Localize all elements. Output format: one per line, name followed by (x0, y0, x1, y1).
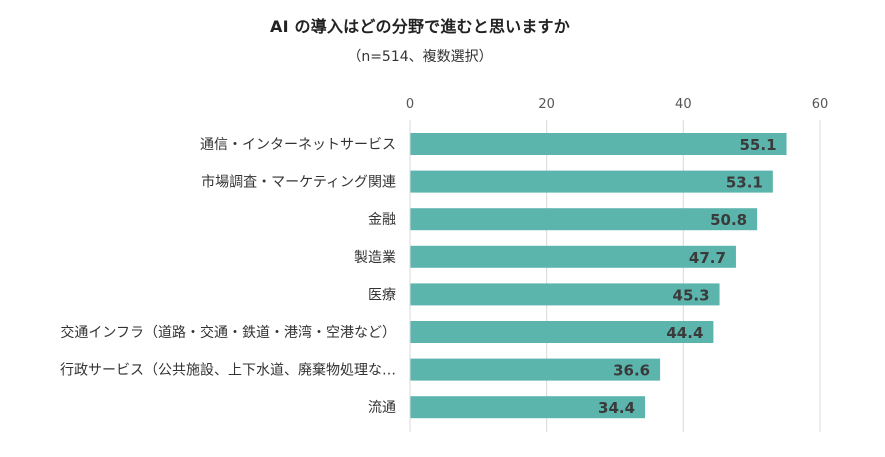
data-label-8: 34.4 (598, 399, 635, 417)
bar-3 (410, 208, 758, 231)
data-label-7: 36.6 (613, 362, 650, 380)
category-label-1: 通信・インターネットサービス (200, 137, 396, 153)
data-label-5: 45.3 (673, 286, 710, 304)
x-tick-label-40: 40 (675, 97, 692, 112)
x-tick-label-0: 0 (406, 97, 414, 112)
category-label-4: 製造業 (354, 250, 396, 266)
category-label-8: 流通 (368, 400, 396, 416)
category-label-3: 金融 (368, 212, 396, 228)
category-label-5: 医療 (368, 286, 396, 303)
data-label-2: 53.1 (726, 174, 763, 192)
bar-4 (410, 245, 736, 268)
bar-7 (410, 358, 661, 381)
data-label-1: 55.1 (740, 136, 777, 154)
x-tick-label-60: 60 (812, 97, 829, 112)
bar-6 (410, 321, 714, 343)
data-label-6: 44.4 (666, 324, 703, 342)
chart-subtitle: （n=514、複数選択） (347, 49, 493, 65)
bar-5 (410, 283, 720, 306)
data-label-4: 47.7 (689, 249, 726, 267)
bar-2 (410, 170, 773, 193)
x-tick-label-20: 20 (538, 97, 555, 112)
category-label-2: 市場調査・マーケティング関連 (201, 174, 396, 191)
bar-8 (410, 396, 646, 419)
data-label-3: 50.8 (710, 211, 747, 229)
category-label-6: 交通インフラ（道路・交通・鉄道・港湾・空港など） (60, 324, 396, 341)
bar-1 (410, 133, 787, 155)
chart-title: AI の導入はどの分野で進むと思いますか (270, 17, 570, 36)
category-label-7: 行政サービス（公共施設、上下水道、廃棄物処理な… (60, 362, 396, 379)
